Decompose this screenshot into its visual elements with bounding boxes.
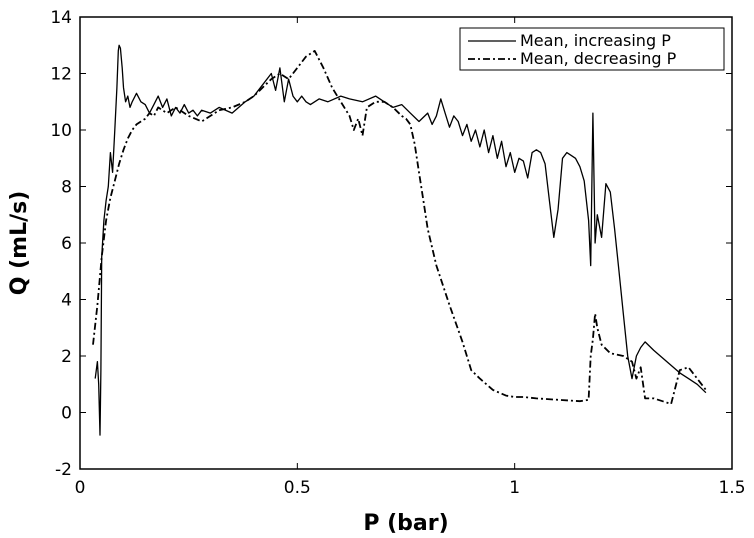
y-tick-label: 6 xyxy=(61,234,72,254)
y-axis-label: Q (mL/s) xyxy=(7,191,32,296)
y-tick-label: 10 xyxy=(50,121,72,141)
y-tick-label: 8 xyxy=(61,178,72,198)
series-layer xyxy=(92,44,707,436)
y-tick-label: 2 xyxy=(61,347,72,367)
x-tick-label: 0 xyxy=(75,478,86,498)
y-tick-label: 14 xyxy=(50,8,72,28)
series-line-decreasing xyxy=(92,50,707,405)
y-tick-label: 12 xyxy=(50,65,72,85)
x-tick-label: 1.5 xyxy=(718,478,745,498)
y-tick-label: 4 xyxy=(61,291,72,311)
y-tick-label: -2 xyxy=(55,460,72,480)
legend-label: Mean, increasing P xyxy=(520,31,671,50)
series-line-increasing xyxy=(94,44,707,436)
plot-area xyxy=(79,16,733,470)
y-tick-label: 0 xyxy=(61,404,72,424)
legend-label: Mean, decreasing P xyxy=(520,49,677,68)
legend-box xyxy=(459,27,725,71)
x-tick-label: 0.5 xyxy=(284,478,311,498)
x-axis-label: P (bar) xyxy=(363,511,448,536)
x-tick-label: 1 xyxy=(509,478,520,498)
